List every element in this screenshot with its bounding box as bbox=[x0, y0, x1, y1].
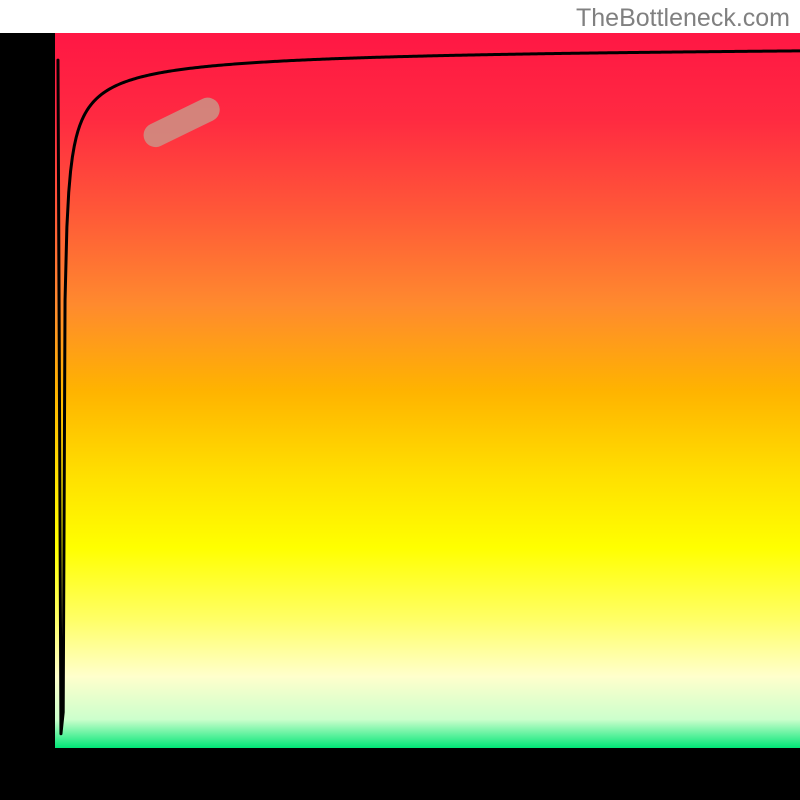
highlight-marker bbox=[140, 94, 224, 152]
frame-left bbox=[0, 33, 55, 748]
frame-bottom bbox=[0, 748, 800, 800]
watermark-text: TheBottleneck.com bbox=[576, 4, 790, 33]
bottleneck-curve bbox=[58, 51, 800, 734]
chart-container: TheBottleneck.com bbox=[0, 0, 800, 800]
plot-svg bbox=[55, 33, 800, 748]
